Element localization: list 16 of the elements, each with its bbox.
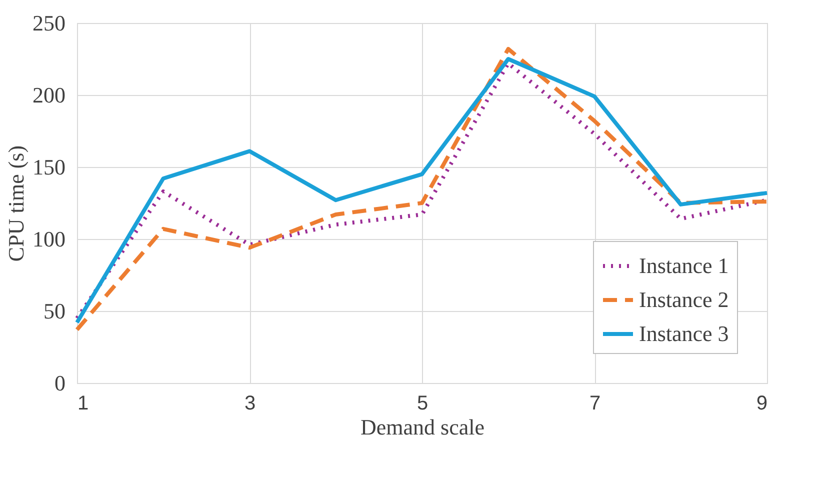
x-tick-label: 7 — [589, 392, 601, 414]
x-tick-label: 3 — [244, 392, 256, 414]
y-axis-title: CPU time (s) — [4, 145, 28, 262]
y-tick-label: 150 — [32, 154, 66, 180]
x-tick-label: 1 — [78, 392, 89, 414]
y-tick-label: 100 — [32, 226, 66, 252]
legend-label: Instance 2 — [639, 287, 729, 312]
y-tick-label: 200 — [32, 82, 66, 108]
legend-label: Instance 3 — [639, 321, 729, 346]
y-tick-label: 250 — [32, 10, 66, 36]
x-axis-title: Demand scale — [360, 414, 484, 440]
y-tick-label: 0 — [54, 370, 66, 396]
x-tick-label: 5 — [416, 392, 428, 414]
y-tick-label: 50 — [44, 298, 66, 324]
legend-label: Instance 1 — [639, 253, 729, 278]
x-tick-label: 9 — [756, 392, 768, 414]
